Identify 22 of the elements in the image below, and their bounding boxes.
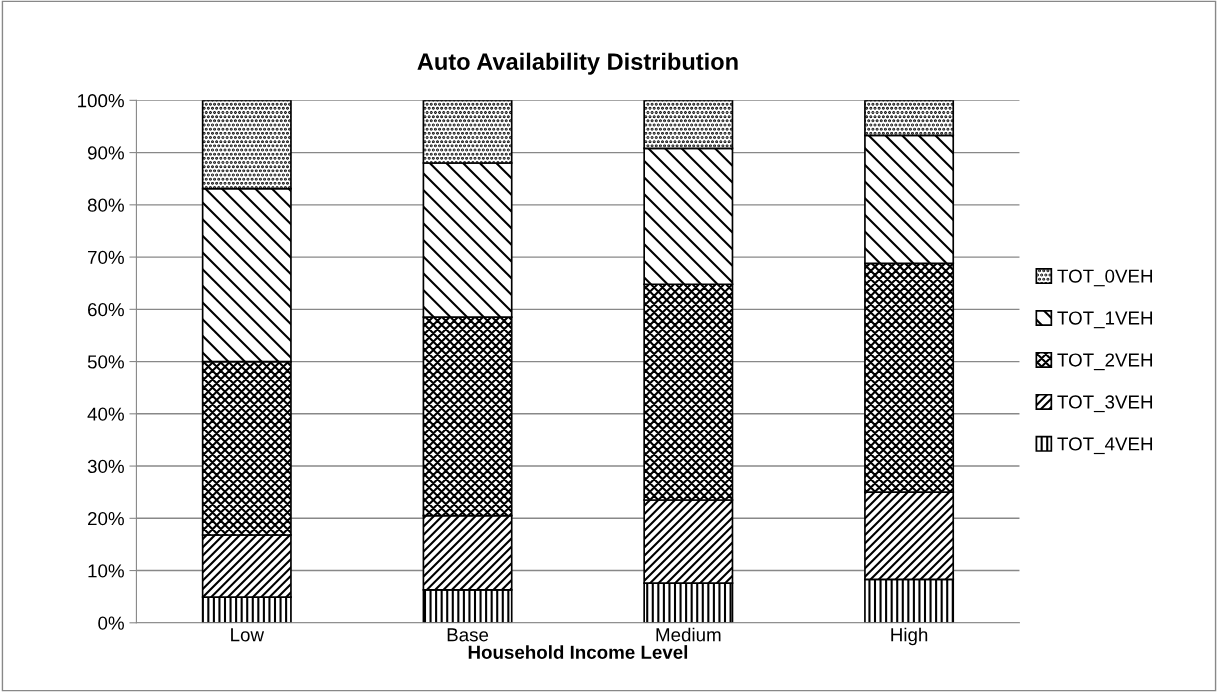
chart-title: Auto Availability Distribution bbox=[417, 52, 738, 75]
y-tick-label: 10% bbox=[88, 564, 124, 578]
x-tick-label: Medium bbox=[656, 627, 721, 642]
y-tick-label: 90% bbox=[87, 146, 124, 160]
y-tick-label: 50% bbox=[87, 355, 124, 369]
x-tick-label: Low bbox=[231, 628, 265, 642]
y-tick-label: 40% bbox=[87, 407, 124, 421]
legend-label: TOT_1VEH bbox=[1057, 311, 1153, 329]
legend-label: TOT_4VEH bbox=[1057, 437, 1153, 455]
y-tick-label: 20% bbox=[88, 512, 124, 526]
x-axis-title: Household Income Level bbox=[468, 645, 688, 659]
y-tick-label: 60% bbox=[88, 303, 124, 317]
legend-label: TOT_0VEH bbox=[1057, 269, 1153, 287]
y-tick-label: 80% bbox=[87, 198, 124, 212]
legend-label: TOT_2VEH bbox=[1057, 353, 1153, 371]
x-tick-label: High bbox=[891, 627, 928, 646]
y-tick-label: 30% bbox=[87, 459, 124, 474]
y-tick-label: 70% bbox=[88, 250, 124, 265]
x-tick-label: Base bbox=[447, 628, 489, 642]
y-tick-label: 100% bbox=[78, 94, 124, 108]
y-tick-label: 0% bbox=[98, 616, 124, 630]
legend-label: TOT_3VEH bbox=[1057, 395, 1153, 413]
